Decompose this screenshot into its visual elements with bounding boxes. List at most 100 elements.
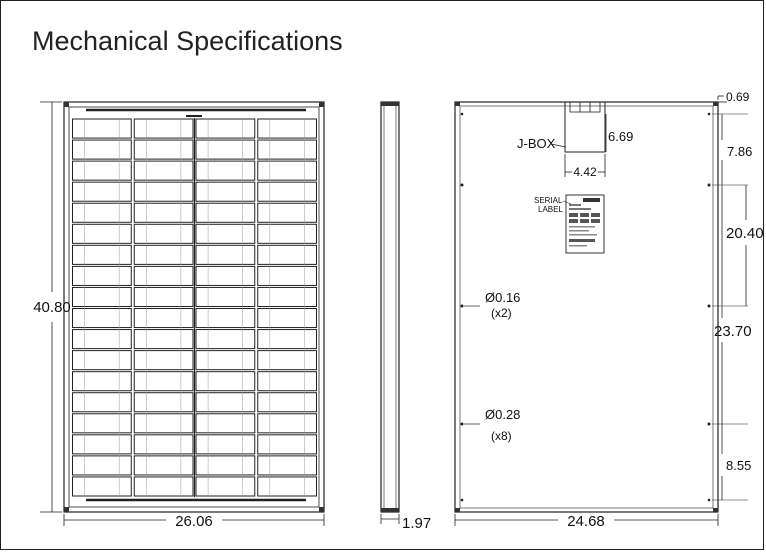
jbox-height-label: 6.69	[608, 129, 633, 144]
corner-hole	[460, 112, 464, 116]
mounting-hole	[707, 304, 711, 308]
solar-cell	[72, 308, 132, 329]
solar-cell	[257, 329, 317, 350]
page-title: Mechanical Specifications	[32, 26, 343, 56]
solar-cell	[72, 371, 132, 392]
serial-plate-box	[591, 213, 600, 217]
span-small-label: 20.40	[726, 225, 764, 242]
corner-cap	[64, 507, 69, 512]
small-hole-diameter: Ø0.16	[485, 290, 520, 305]
solar-cell	[133, 455, 194, 476]
serial-plate-box	[569, 213, 578, 217]
solar-cell	[133, 286, 194, 308]
solar-cell	[72, 181, 132, 202]
corner-cap	[64, 102, 69, 107]
span-large-label: 23.70	[714, 323, 752, 340]
solar-cell	[133, 371, 194, 392]
solar-cell	[257, 308, 317, 329]
solar-cell	[257, 371, 317, 392]
solar-cell	[257, 455, 317, 476]
jbox-label: J-BOX	[517, 136, 556, 151]
serial-plate-border	[565, 194, 605, 254]
serial-label-plate	[565, 194, 605, 254]
solar-cell	[133, 476, 194, 497]
serial-plate-box	[580, 213, 589, 217]
solar-cell	[195, 329, 256, 350]
solar-cell	[72, 392, 132, 413]
serial-plate-box	[569, 219, 578, 223]
solar-cell	[257, 223, 317, 244]
corner-hole	[707, 112, 711, 116]
mounting-hole	[707, 183, 711, 187]
mounting-hole	[460, 183, 464, 187]
solar-cell	[133, 160, 194, 181]
corner-hole	[707, 498, 711, 502]
serial-plate-barcode	[569, 239, 595, 242]
solar-cell	[195, 223, 256, 244]
side-thickness-label: 1.97	[402, 515, 431, 532]
serial-plate-logo	[583, 198, 600, 202]
mounting-hole	[460, 304, 464, 308]
solar-cell	[133, 202, 194, 223]
solar-cell	[133, 329, 194, 350]
side-view: 1.97	[380, 101, 431, 532]
side-top-cap	[381, 102, 399, 106]
solar-cell	[72, 455, 132, 476]
solar-cell	[72, 434, 132, 455]
front-panel-outer-frame	[63, 101, 325, 513]
serial-plate-line	[569, 226, 595, 228]
solar-cell	[72, 476, 132, 497]
serial-plate-box	[580, 219, 589, 223]
junction-box-lid	[569, 101, 601, 113]
mounting-hole	[460, 422, 464, 426]
solar-cell	[195, 202, 256, 223]
serial-leader-line	[562, 200, 572, 205]
solar-cell	[195, 434, 256, 455]
serial-plate-line	[569, 208, 591, 210]
solar-cell	[195, 244, 256, 265]
solar-cell	[195, 118, 256, 139]
serial-label-text-2: LABEL	[538, 205, 563, 214]
serial-label-text-1: SERIAL	[534, 196, 563, 205]
solar-cell	[195, 392, 256, 413]
bottom-offset-label: 8.55	[726, 458, 751, 473]
solar-cell	[133, 139, 194, 160]
top-edge-offset-label: 0.69	[726, 90, 750, 104]
solar-cell	[195, 181, 256, 202]
corner-cap	[319, 102, 324, 107]
rear-corner	[713, 508, 718, 512]
solar-cell	[72, 265, 132, 286]
solar-cell	[72, 160, 132, 181]
solar-cell-grid	[72, 118, 317, 497]
small-hole-count: (x2)	[491, 306, 512, 320]
solar-cell	[195, 286, 256, 308]
serial-plate-line	[569, 234, 597, 236]
junction-box	[564, 101, 606, 153]
corner-hole	[460, 498, 464, 502]
solar-cell	[133, 308, 194, 329]
solar-cell	[195, 308, 256, 329]
solar-cell	[257, 265, 317, 286]
solar-cell	[133, 181, 194, 202]
rear-inner-frame	[459, 105, 714, 509]
solar-cell	[257, 202, 317, 223]
solar-cell	[257, 139, 317, 160]
serial-plate-line	[569, 204, 581, 206]
large-hole-diameter: Ø0.28	[485, 407, 520, 422]
front-height-label: 40.80	[33, 299, 71, 316]
rear-view: J-BOX 6.69 4.42 SERIAL LABEL	[454, 90, 764, 530]
solar-cell	[72, 223, 132, 244]
rear-corner	[713, 102, 718, 106]
large-hole-count: (x8)	[491, 429, 512, 443]
solar-cell	[133, 434, 194, 455]
jbox-width-label: 4.42	[573, 165, 597, 179]
solar-cell	[133, 244, 194, 265]
solar-cell	[195, 139, 256, 160]
solar-cell	[195, 371, 256, 392]
solar-cell	[257, 286, 317, 308]
front-view: 40.80 26.06	[33, 101, 325, 530]
solar-cell	[72, 286, 132, 308]
front-width-label: 26.06	[175, 513, 213, 530]
